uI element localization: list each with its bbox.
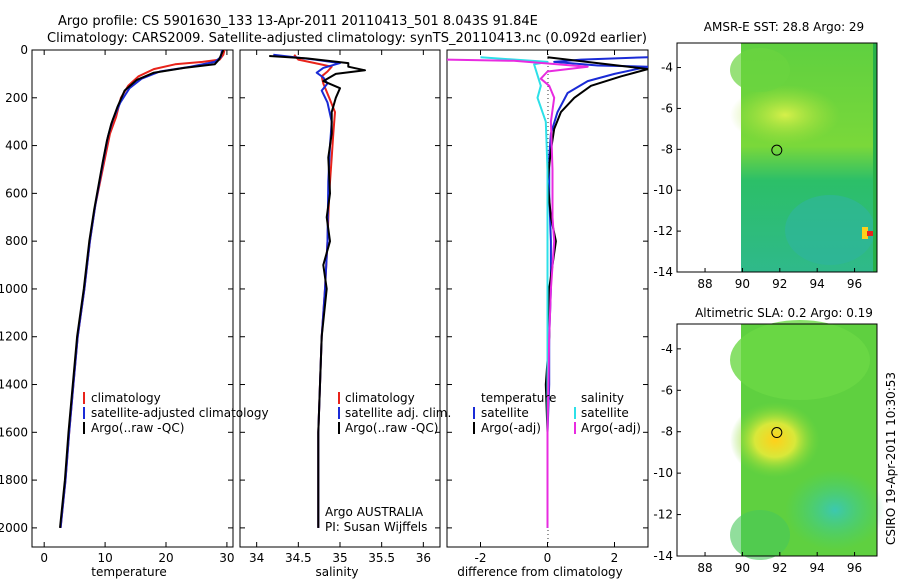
difference-series — [447, 56, 648, 528]
y-tick-label: 600 — [5, 186, 28, 200]
figure-title-line2: Climatology: CARS2009. Satellite-adjuste… — [47, 31, 647, 46]
sla-map-axes: 88 90 92 94 96 -4 -6 -8 -10 -12 -14 — [653, 342, 862, 575]
legend-label-argo: Argo(..raw -QC) — [345, 421, 438, 435]
x-tick-label: 35 — [332, 551, 347, 565]
series-line-temperature-satellite — [546, 56, 648, 528]
temperature-plot-frame — [31, 49, 234, 548]
y-tick-label: 1000 — [0, 282, 28, 296]
map-y-tick-label: -10 — [653, 183, 673, 197]
sst-hot-pixel — [867, 231, 873, 236]
legend-label-argo: Argo(..raw -QC) — [91, 421, 184, 435]
series-line-climatology — [293, 54, 336, 528]
timestamp-label: CSIRO 19-Apr-2011 10:30:53 — [884, 372, 898, 545]
temperature-series — [59, 50, 226, 529]
sst-map-axes: 88 90 92 94 96 -4 -6 -8 -10 -12 -14 — [653, 61, 862, 291]
legend-label-sal-satellite: satellite — [581, 406, 629, 420]
y-tick-label: 200 — [5, 91, 28, 105]
y-tick-label: 2000 — [0, 521, 28, 535]
sst-map-title: AMSR-E SST: 28.8 Argo: 29 — [704, 20, 864, 34]
salinity-series — [269, 53, 366, 528]
x-tick-label: 34 — [249, 551, 264, 565]
sst-land-strip — [873, 43, 877, 272]
map-y-tick-label: -14 — [653, 265, 673, 279]
x-tick-label: 30 — [219, 551, 234, 565]
map-y-tick-label: -6 — [661, 383, 673, 397]
map-y-tick-label: -8 — [661, 142, 673, 156]
sst-map-frame — [676, 42, 878, 273]
float-owner-label: Argo AUSTRALIA — [325, 505, 424, 519]
map-y-tick-label: -14 — [653, 549, 673, 563]
legend-label-temp-argo: Argo(-adj) — [481, 421, 541, 435]
temperature-xlabel: temperature — [91, 565, 166, 579]
y-tick-label: 1200 — [0, 330, 28, 344]
salinity-axes: 34 34.5 35 35.5 36 — [240, 49, 440, 565]
difference-axes: -2 0 2 — [447, 49, 648, 565]
series-line-temperature-argo-adj — [544, 56, 648, 528]
x-tick-label: 0 — [40, 551, 48, 565]
y-tick-label: 1800 — [0, 473, 28, 487]
legend-title-salinity: salinity — [581, 391, 624, 405]
map-x-tick-label: 88 — [697, 277, 712, 291]
sst-hot-pixel — [862, 227, 868, 239]
map-y-tick-label: -4 — [661, 342, 673, 356]
legend-title-temperature: temperature — [481, 391, 556, 405]
map-y-tick-label: -12 — [653, 224, 673, 238]
pi-label: PI: Susan Wijffels — [325, 520, 427, 534]
sla-map-frame — [676, 323, 878, 557]
temperature-axes: 0 10 20 30 0 200 400 600 800 1000 1200 1400 1600 1800… — [0, 43, 235, 565]
map-x-tick-label: 88 — [697, 561, 712, 575]
map-x-tick-label: 94 — [810, 561, 825, 575]
difference-legend: temperature salinity satellite Argo(-adj… — [473, 391, 641, 435]
x-tick-label: 2 — [611, 551, 619, 565]
salinity-xlabel: salinity — [315, 565, 358, 579]
series-line-argo-raw-qc — [59, 50, 225, 529]
x-tick-label: 35.5 — [368, 551, 395, 565]
map-y-tick-label: -4 — [661, 61, 673, 75]
y-tick-label: 0 — [20, 43, 28, 57]
legend-label-satellite: satellite-adjusted climatology — [91, 406, 269, 420]
legend-label-satellite: satellite adj. clim. — [345, 406, 451, 420]
legend-label-climatology: climatology — [345, 391, 415, 405]
y-tick-label: 400 — [5, 139, 28, 153]
temperature-legend: climatology satellite-adjusted climatolo… — [83, 391, 269, 435]
map-x-tick-label: 94 — [810, 277, 825, 291]
sla-map-title: Altimetric SLA: 0.2 Argo: 0.19 — [695, 306, 873, 320]
figure-title-line1: Argo profile: CS 5901630_133 13-Apr-2011… — [58, 14, 538, 29]
x-tick-label: 34.5 — [285, 551, 312, 565]
sst-argo-location-marker — [771, 144, 783, 156]
series-line-salinity-argo-adj — [447, 58, 589, 528]
y-tick-label: 1600 — [0, 425, 28, 439]
x-tick-label: -2 — [475, 551, 487, 565]
map-y-tick-label: -12 — [653, 508, 673, 522]
sla-map-image — [730, 320, 885, 560]
map-y-tick-label: -8 — [661, 425, 673, 439]
y-tick-label: 800 — [5, 234, 28, 248]
x-tick-label: 0 — [544, 551, 552, 565]
legend-label-temp-satellite: satellite — [481, 406, 529, 420]
map-x-tick-label: 92 — [772, 561, 787, 575]
map-y-tick-label: -6 — [661, 101, 673, 115]
series-line-salinity-satellite — [480, 56, 549, 528]
map-x-tick-label: 92 — [772, 277, 787, 291]
y-tick-label: 1400 — [0, 378, 28, 392]
map-x-tick-label: 90 — [735, 561, 750, 575]
x-tick-label: 10 — [97, 551, 112, 565]
series-line-argo-raw-qc — [269, 55, 366, 528]
sla-argo-location-marker — [771, 427, 783, 439]
difference-xlabel: difference from climatology — [457, 565, 623, 579]
salinity-legend: climatology satellite adj. clim. Argo(..… — [325, 391, 451, 534]
x-tick-label: 20 — [158, 551, 173, 565]
sst-map-image — [730, 43, 877, 272]
series-line-satellite-adjusted-climatology — [59, 50, 223, 529]
map-x-tick-label: 96 — [847, 561, 862, 575]
map-x-tick-label: 96 — [847, 277, 862, 291]
salinity-plot-frame — [239, 49, 441, 548]
legend-label-climatology: climatology — [91, 391, 161, 405]
series-line-satellite-adj-clim — [273, 53, 341, 528]
map-y-tick-label: -10 — [653, 466, 673, 480]
x-tick-label: 36 — [416, 551, 431, 565]
map-x-tick-label: 90 — [735, 277, 750, 291]
legend-label-sal-argo: Argo(-adj) — [581, 421, 641, 435]
